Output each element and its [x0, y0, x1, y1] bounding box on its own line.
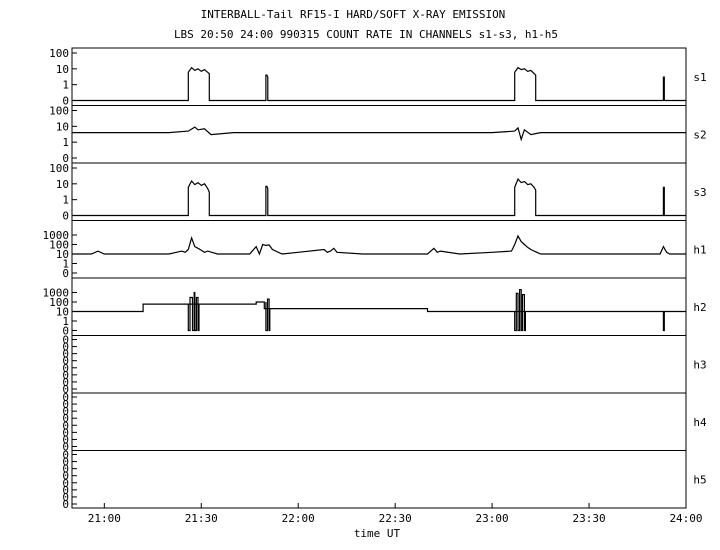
- series-s1-0: [72, 66, 686, 102]
- x-axis-label: time UT: [354, 527, 401, 540]
- y-tick-label-s2-1: 10: [56, 120, 69, 133]
- channel-label-h3: h3: [693, 358, 706, 371]
- series-s3-0: [72, 177, 686, 217]
- y-tick-label-s3-3: 0: [62, 210, 69, 223]
- y-tick-label-s3-1: 10: [56, 178, 69, 191]
- y-tick-label-h4-0: 0: [62, 391, 69, 404]
- series-h2-3: [514, 289, 527, 332]
- x-tick-label-6: 24:00: [669, 512, 702, 525]
- y-tick-label-h4-1: 0: [62, 398, 69, 411]
- series-s2-0: [72, 126, 686, 142]
- y-tick-label-h5-0: 0: [62, 449, 69, 462]
- panel-frame-h3: [71, 335, 687, 394]
- y-tick-label-h1-0: 1000: [43, 229, 70, 242]
- channel-label-h2: h2: [693, 301, 706, 314]
- y-tick-label-s2-3: 0: [62, 152, 69, 165]
- time-axis: 21:00 21:30 22:00 22:30 23:00 23:30 24:00: [88, 503, 703, 525]
- y-tick-label-s2-0: 100: [49, 105, 69, 118]
- y-tick-label-h3-0: 0: [62, 334, 69, 347]
- x-tick-label-2: 22:00: [282, 512, 315, 525]
- y-tick-label-h4-2: 0: [62, 405, 69, 418]
- channel-label-s2: s2: [693, 128, 706, 141]
- series-h2-4: [662, 311, 665, 332]
- panel-frame-s2: [71, 105, 687, 164]
- y-tick-label-h3-5: 0: [62, 369, 69, 382]
- panel-frame-h4: [71, 392, 687, 451]
- y-tick-label-h4-4: 0: [62, 419, 69, 432]
- series-h2-1: [187, 291, 200, 332]
- y-tick-label-h2-0: 1000: [43, 287, 70, 300]
- y-tick-label-s3-2: 1: [62, 194, 69, 207]
- y-tick-label-s1-1: 10: [56, 63, 69, 76]
- channel-label-s1: s1: [693, 71, 706, 84]
- y-tick-label-h5-7: 0: [62, 498, 69, 511]
- panel-frame-h1: [71, 220, 687, 279]
- channel-label-h5: h5: [693, 473, 706, 486]
- channel-label-h4: h4: [693, 416, 707, 429]
- y-tick-label-s1-3: 0: [62, 95, 69, 108]
- y-tick-label-h1-4: 0: [62, 267, 69, 280]
- x-tick-label-4: 23:00: [476, 512, 509, 525]
- y-tick-label-h2-4: 0: [62, 325, 69, 338]
- y-tick-label-s2-2: 1: [62, 136, 69, 149]
- y-tick-label-h4-3: 0: [62, 412, 69, 425]
- series-h2-0: [72, 301, 686, 313]
- y-tick-label-h3-6: 0: [62, 376, 69, 389]
- series-h1-0: [72, 234, 686, 256]
- panel-frame-s1: [71, 47, 687, 106]
- y-tick-label-h3-2: 0: [62, 348, 69, 361]
- y-tick-label-h4-6: 0: [62, 433, 69, 446]
- y-tick-label-h1-2: 10: [56, 248, 69, 261]
- y-tick-label-h3-3: 0: [62, 355, 69, 368]
- y-tick-label-h5-3: 0: [62, 470, 69, 483]
- y-tick-label-h3-7: 0: [62, 383, 69, 396]
- y-tick-label-h3-4: 0: [62, 362, 69, 375]
- y-tick-label-h2-1: 100: [49, 296, 69, 309]
- panel-frame-h2: [71, 277, 687, 336]
- y-tick-label-h5-1: 0: [62, 456, 69, 469]
- panel-frame-h5: [71, 450, 687, 509]
- channel-label-h1: h1: [693, 243, 706, 256]
- y-tick-label-h1-3: 1: [62, 258, 69, 271]
- y-tick-label-h4-5: 0: [62, 426, 69, 439]
- channel-panels: 1001010s11001010s21001010s310001001010h1…: [43, 47, 707, 511]
- y-tick-label-h5-5: 0: [62, 484, 69, 497]
- y-tick-label-h3-1: 0: [62, 341, 69, 354]
- y-tick-label-h1-1: 100: [49, 239, 69, 252]
- chart-subtitle: LBS 20:50 24:00 990315 COUNT RATE IN CHA…: [174, 28, 558, 41]
- y-tick-label-s1-2: 1: [62, 79, 69, 92]
- x-tick-label-0: 21:00: [88, 512, 121, 525]
- y-tick-label-h5-6: 0: [62, 491, 69, 504]
- channel-label-s3: s3: [693, 186, 706, 199]
- y-tick-label-s3-0: 100: [49, 162, 69, 175]
- x-tick-label-1: 21:30: [185, 512, 218, 525]
- y-tick-label-h5-2: 0: [62, 463, 69, 476]
- series-h2-2: [265, 298, 271, 332]
- x-tick-label-3: 22:30: [379, 512, 412, 525]
- y-tick-label-h5-4: 0: [62, 477, 69, 490]
- chart-title: INTERBALL-Tail RF15-I HARD/SOFT X-RAY EM…: [201, 8, 506, 21]
- y-tick-label-s1-0: 100: [49, 47, 69, 60]
- y-tick-label-h2-2: 10: [56, 306, 69, 319]
- panel-frame-s3: [71, 162, 687, 221]
- x-tick-label-5: 23:30: [572, 512, 605, 525]
- y-tick-label-h2-3: 1: [62, 315, 69, 328]
- y-tick-label-h4-7: 0: [62, 441, 69, 454]
